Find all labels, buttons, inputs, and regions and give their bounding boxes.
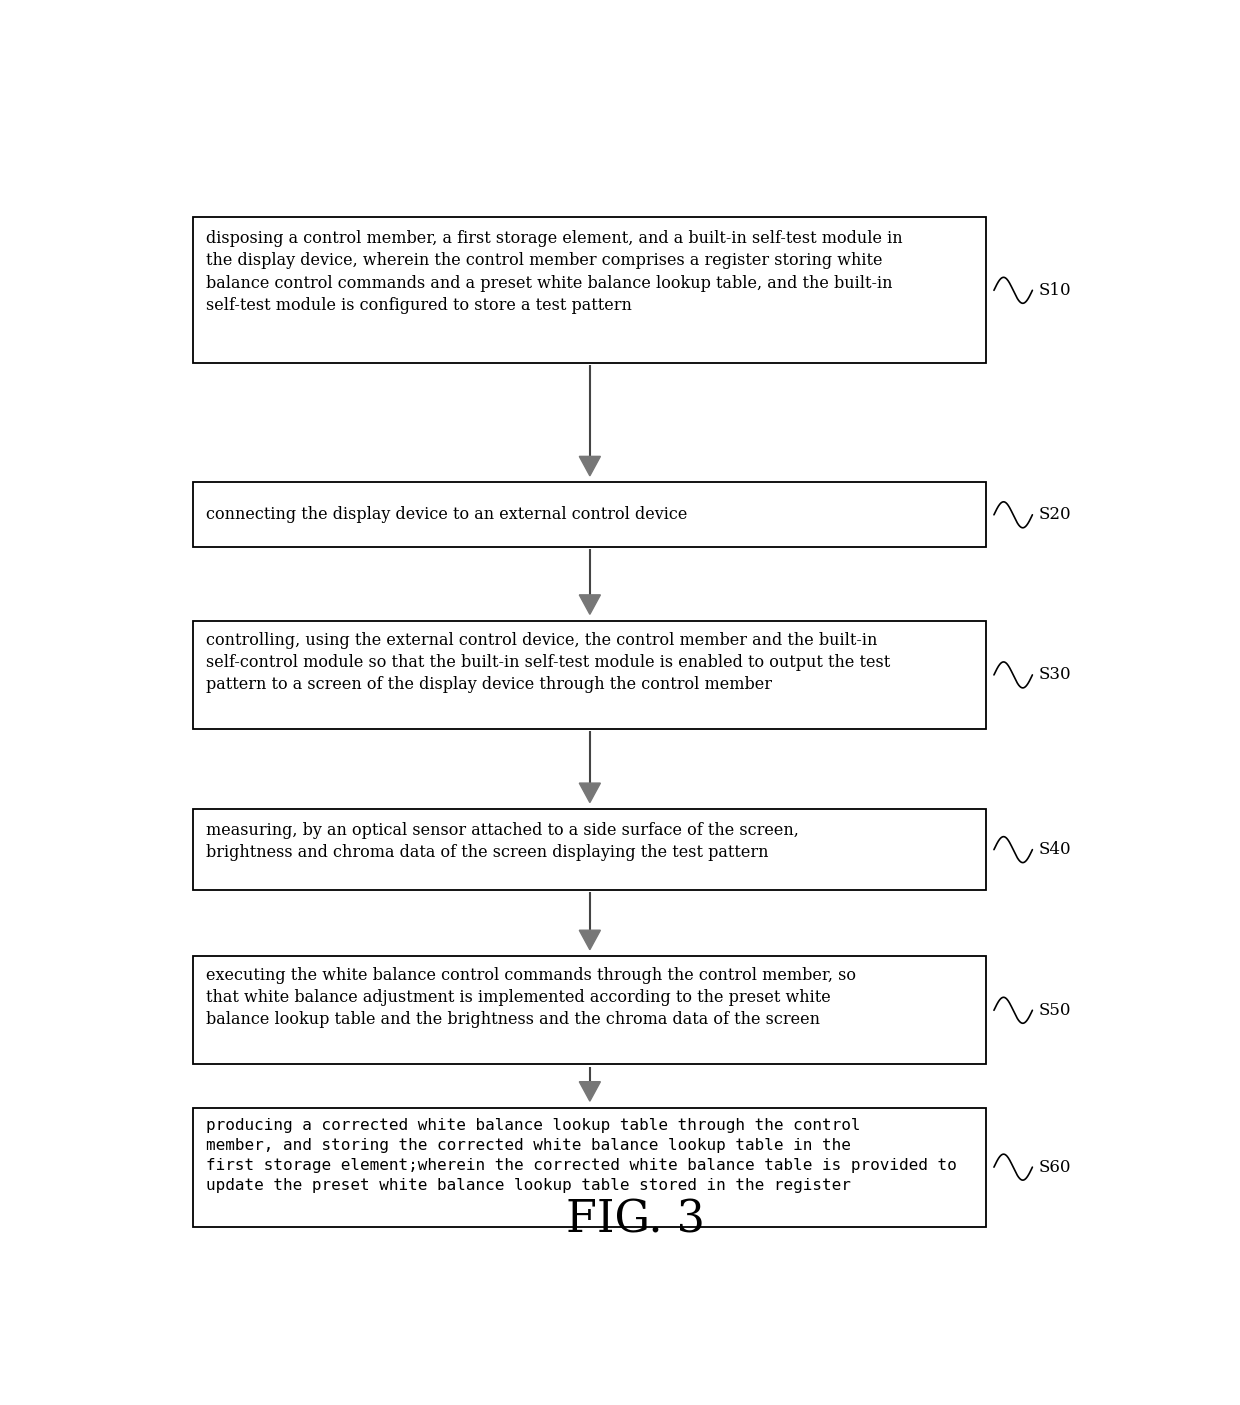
FancyBboxPatch shape [193, 1107, 986, 1227]
Text: S30: S30 [1038, 666, 1071, 683]
Text: measuring, by an optical sensor attached to a side surface of the screen,
bright: measuring, by an optical sensor attached… [206, 822, 799, 861]
Text: controlling, using the external control device, the control member and the built: controlling, using the external control … [206, 632, 890, 693]
Text: S40: S40 [1038, 842, 1071, 858]
Polygon shape [579, 783, 600, 802]
FancyBboxPatch shape [193, 482, 986, 547]
Polygon shape [579, 594, 600, 614]
Text: disposing a control member, a first storage element, and a built-in self-test mo: disposing a control member, a first stor… [206, 230, 903, 313]
Polygon shape [579, 457, 600, 476]
FancyBboxPatch shape [193, 957, 986, 1065]
FancyBboxPatch shape [193, 809, 986, 891]
Text: S60: S60 [1038, 1159, 1070, 1176]
Text: FIG. 3: FIG. 3 [567, 1198, 704, 1242]
Text: executing the white balance control commands through the control member, so
that: executing the white balance control comm… [206, 967, 856, 1028]
FancyBboxPatch shape [193, 218, 986, 364]
FancyBboxPatch shape [193, 621, 986, 729]
Polygon shape [579, 930, 600, 950]
Text: S50: S50 [1038, 1002, 1070, 1019]
Text: S20: S20 [1038, 506, 1071, 523]
Text: S10: S10 [1038, 282, 1071, 299]
Text: connecting the display device to an external control device: connecting the display device to an exte… [206, 506, 687, 523]
Polygon shape [579, 1082, 600, 1102]
Text: producing a corrected white balance lookup table through the control
member, and: producing a corrected white balance look… [206, 1118, 957, 1193]
